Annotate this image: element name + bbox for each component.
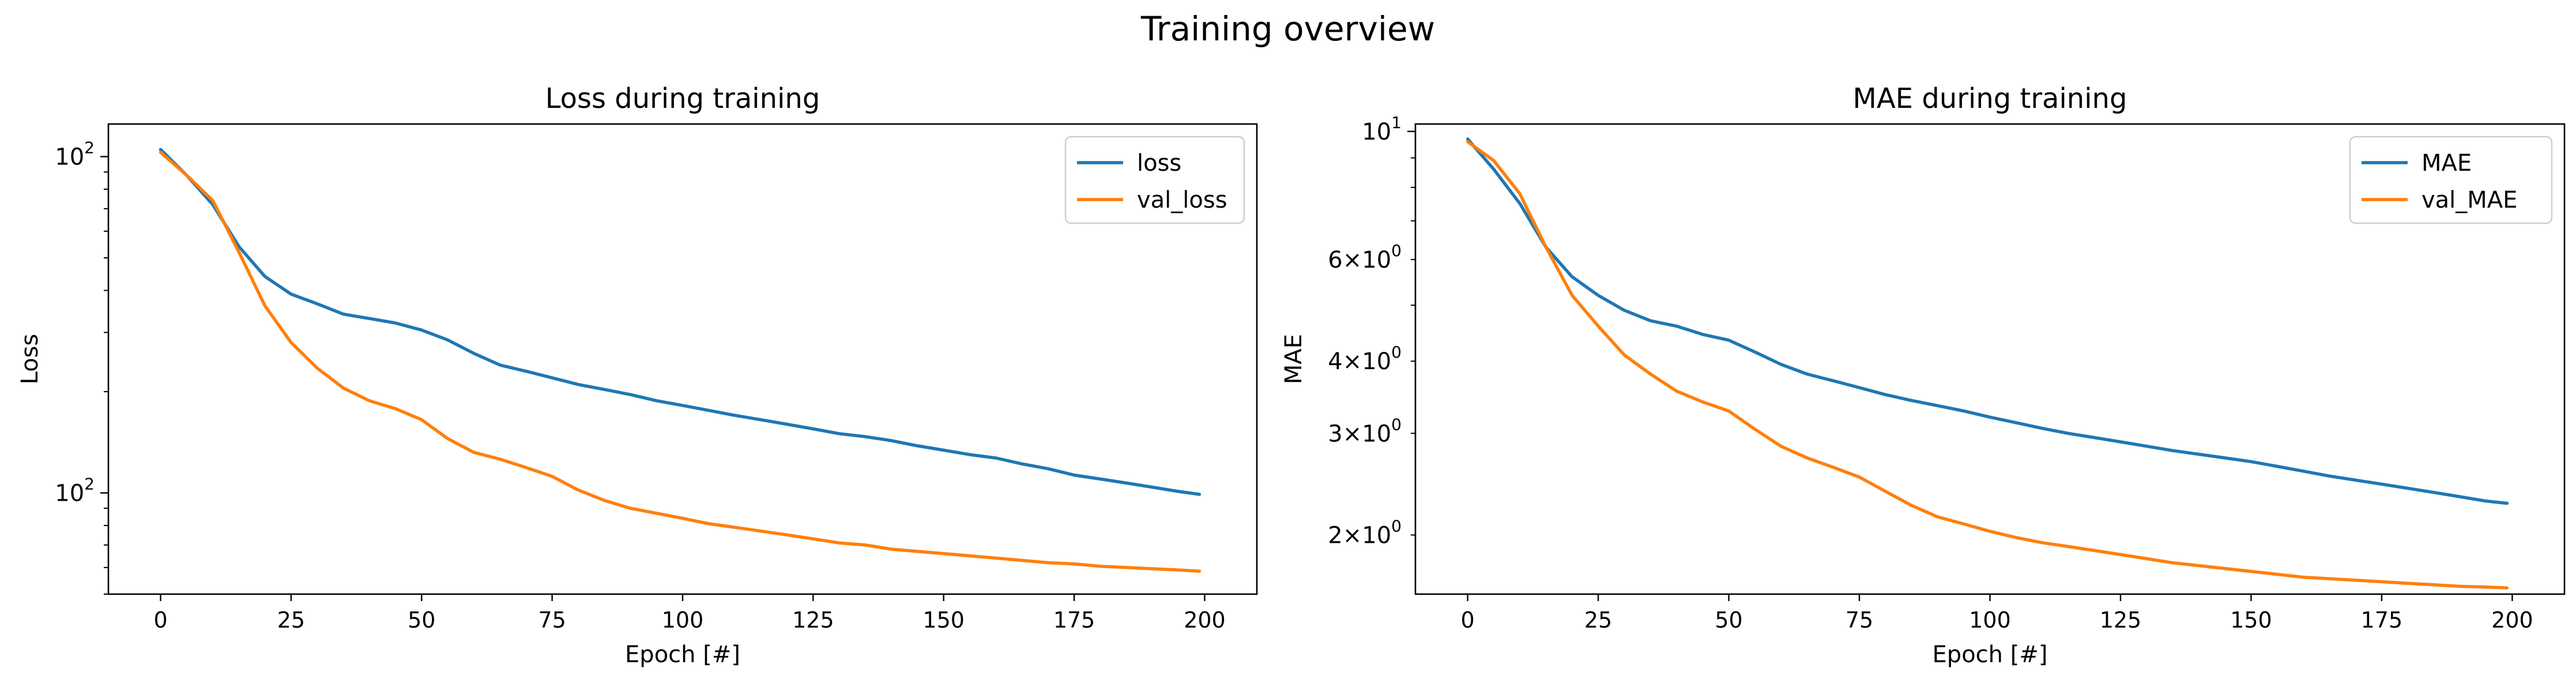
loss-x-tick-label: 150 bbox=[922, 607, 965, 633]
loss-chart-panel: Loss during training 0 25 50 75 100 125 150 175 2… bbox=[17, 82, 1258, 668]
loss-x-tick-label: 50 bbox=[408, 607, 435, 633]
mae-y-minor-tick-mantissa: 6 bbox=[1328, 247, 1342, 273]
loss-y-tick-label: 102 bbox=[55, 138, 95, 170]
loss-y-tick-base: 10 bbox=[55, 144, 84, 170]
loss-y-tick-base: 10 bbox=[55, 480, 84, 506]
mae-x-tick-label: 150 bbox=[2230, 607, 2272, 633]
mae-y-tick-exponent: 1 bbox=[1391, 113, 1402, 132]
loss-legend: loss val_loss bbox=[1064, 136, 1245, 224]
mae-y-minor-tick-mantissa: 3 bbox=[1328, 421, 1342, 447]
mae-y-minor-tick-label: 2×100 bbox=[1328, 517, 1402, 549]
mae-chart-title: MAE during training bbox=[1853, 82, 2127, 115]
loss-chart-title: Loss during training bbox=[545, 82, 820, 115]
mae-y-minor-tick-times: × bbox=[1343, 421, 1362, 447]
mae-y-tick-base: 10 bbox=[1362, 119, 1391, 145]
mae-y-minor-tick-exponent: 0 bbox=[1391, 517, 1402, 536]
loss-y-tick-exponent: 2 bbox=[84, 474, 95, 493]
mae-series-mae-line bbox=[1466, 137, 2509, 505]
mae-y-minor-tick-times: × bbox=[1343, 523, 1362, 549]
figure-title: Training overview bbox=[1140, 9, 1435, 48]
mae-y-minor-tick-exponent: 0 bbox=[1391, 415, 1402, 434]
mae-y-minor-tick-label: 4×100 bbox=[1328, 343, 1402, 375]
mae-y-minor-tick-base: 10 bbox=[1362, 523, 1391, 549]
mae-y-minor-tick-mantissa: 2 bbox=[1328, 523, 1342, 549]
mae-y-minor-tick-times: × bbox=[1343, 247, 1362, 273]
loss-legend-label: loss bbox=[1137, 150, 1181, 177]
loss-series-loss-line bbox=[159, 148, 1202, 496]
mae-x-tick-label: 125 bbox=[2100, 607, 2142, 633]
loss-x-tick-label: 75 bbox=[538, 607, 566, 633]
loss-legend-label: val_loss bbox=[1137, 187, 1227, 213]
loss-legend-box bbox=[1064, 136, 1245, 224]
mae-x-tick-label: 0 bbox=[1460, 607, 1474, 633]
mae-x-tick-label: 50 bbox=[1715, 607, 1742, 633]
loss-x-tick-label: 25 bbox=[277, 607, 305, 633]
loss-y-axis-label: Loss bbox=[17, 334, 43, 385]
mae-y-axis-label: MAE bbox=[1281, 334, 1307, 384]
loss-x-tick-label: 125 bbox=[792, 607, 834, 633]
mae-x-axis-label: Epoch [#] bbox=[1933, 641, 2048, 668]
loss-y-tick-exponent: 2 bbox=[84, 138, 95, 157]
mae-x-tick-label: 100 bbox=[1969, 607, 2011, 633]
mae-legend-label: MAE bbox=[2421, 150, 2472, 177]
loss-x-axis-label: Epoch [#] bbox=[625, 641, 740, 668]
mae-legend-label: val_MAE bbox=[2421, 187, 2517, 213]
mae-y-tick-label: 101 bbox=[1362, 113, 1402, 145]
mae-y-minor-tick-mantissa: 4 bbox=[1328, 348, 1342, 375]
mae-y-minor-tick-label: 6×100 bbox=[1328, 241, 1402, 273]
mae-series-val-mae-line bbox=[1466, 140, 2509, 590]
loss-x-tick-label: 0 bbox=[153, 607, 167, 633]
loss-y-tick-label: 102 bbox=[55, 474, 95, 506]
mae-y-minor-tick-base: 10 bbox=[1362, 421, 1391, 447]
loss-series-val-loss-line bbox=[159, 151, 1202, 573]
mae-x-tick-label: 175 bbox=[2361, 607, 2403, 633]
mae-legend: MAE val_MAE bbox=[2349, 136, 2553, 224]
loss-x-tick-label: 200 bbox=[1184, 607, 1226, 633]
mae-y-minor-tick-label: 3×100 bbox=[1328, 415, 1402, 447]
mae-legend-box bbox=[2349, 136, 2553, 224]
mae-y-minor-tick-exponent: 0 bbox=[1391, 241, 1402, 260]
loss-x-tick-label: 100 bbox=[662, 607, 704, 633]
mae-y-minor-tick-exponent: 0 bbox=[1391, 343, 1402, 362]
mae-y-minor-tick-times: × bbox=[1343, 348, 1362, 375]
mae-y-minor-tick-base: 10 bbox=[1362, 247, 1391, 273]
mae-x-tick-label: 200 bbox=[2491, 607, 2533, 633]
loss-x-tick-label: 175 bbox=[1053, 607, 1095, 633]
mae-x-tick-label: 75 bbox=[1846, 607, 1873, 633]
mae-y-minor-tick-base: 10 bbox=[1362, 348, 1391, 375]
mae-x-tick-label: 25 bbox=[1584, 607, 1612, 633]
